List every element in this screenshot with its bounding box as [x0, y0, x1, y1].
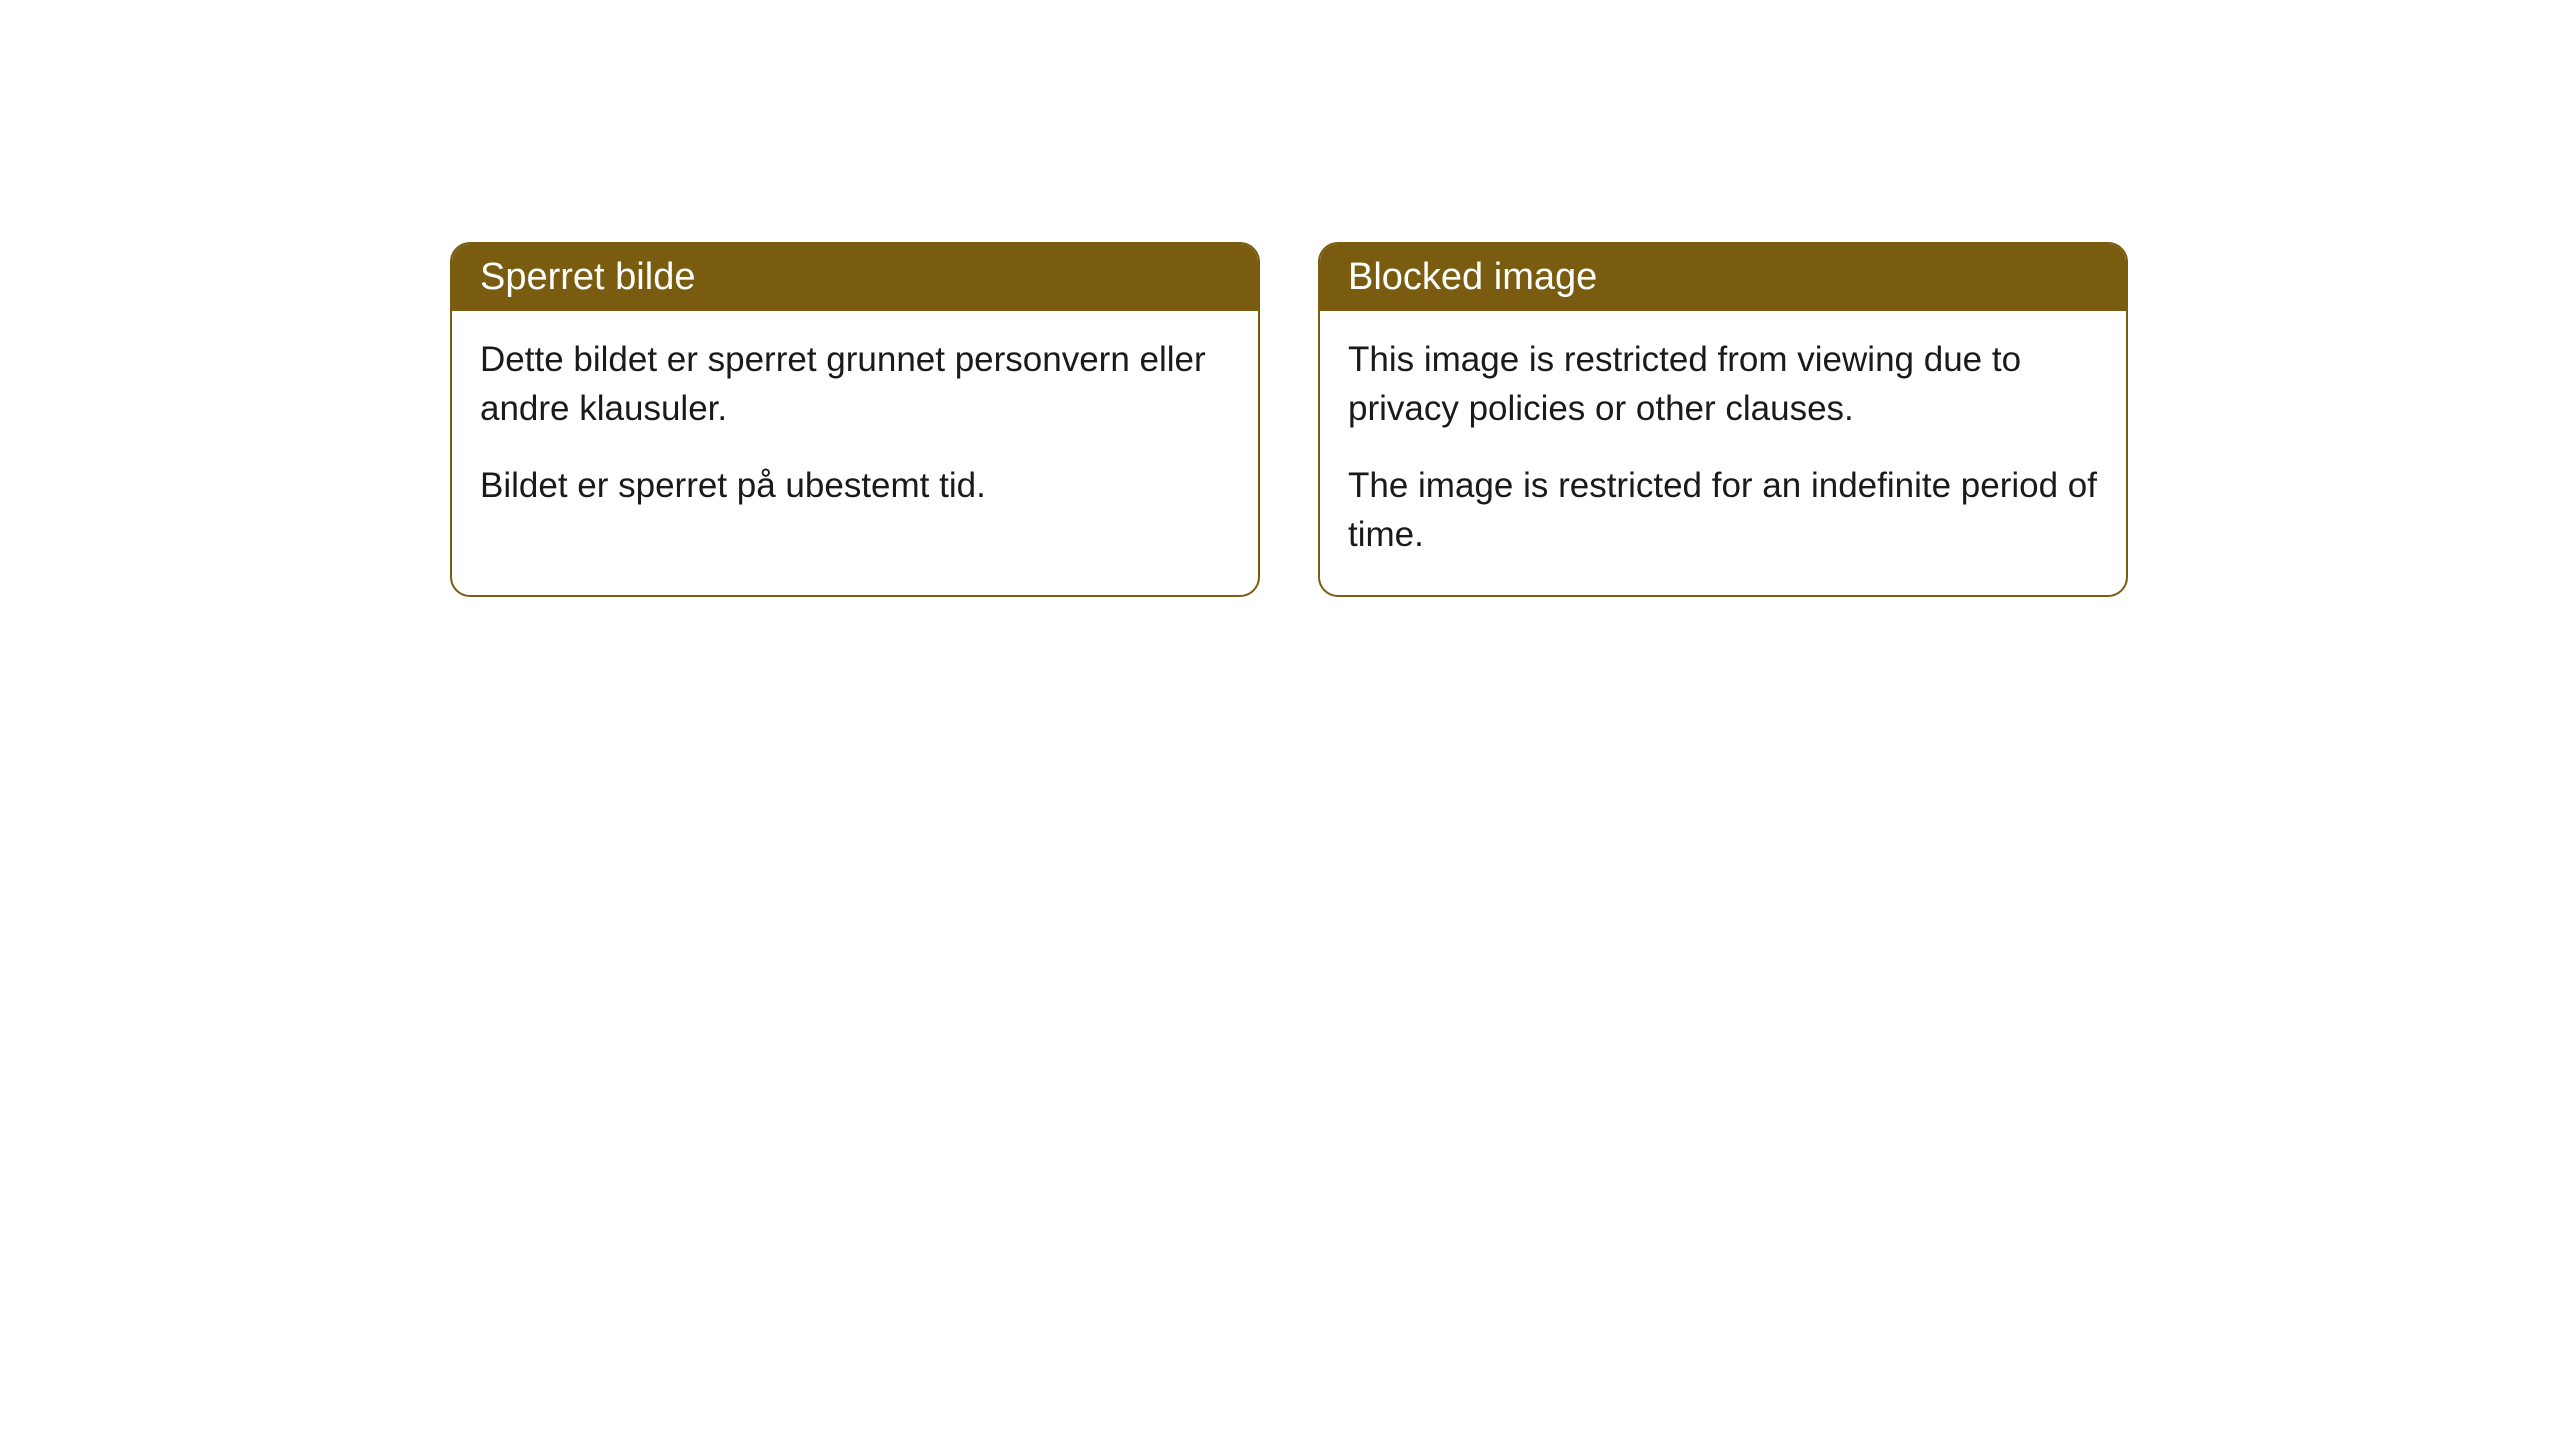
notice-paragraph: This image is restricted from viewing du… — [1348, 335, 2098, 433]
notice-paragraph: Dette bildet er sperret grunnet personve… — [480, 335, 1230, 433]
notice-card-english: Blocked image This image is restricted f… — [1318, 242, 2128, 597]
notice-title-english: Blocked image — [1320, 244, 2126, 311]
notice-paragraph: Bildet er sperret på ubestemt tid. — [480, 461, 1230, 510]
notice-container: Sperret bilde Dette bildet er sperret gr… — [0, 0, 2560, 597]
notice-body-norwegian: Dette bildet er sperret grunnet personve… — [452, 311, 1258, 546]
notice-paragraph: The image is restricted for an indefinit… — [1348, 461, 2098, 559]
notice-card-norwegian: Sperret bilde Dette bildet er sperret gr… — [450, 242, 1260, 597]
notice-body-english: This image is restricted from viewing du… — [1320, 311, 2126, 595]
notice-title-norwegian: Sperret bilde — [452, 244, 1258, 311]
